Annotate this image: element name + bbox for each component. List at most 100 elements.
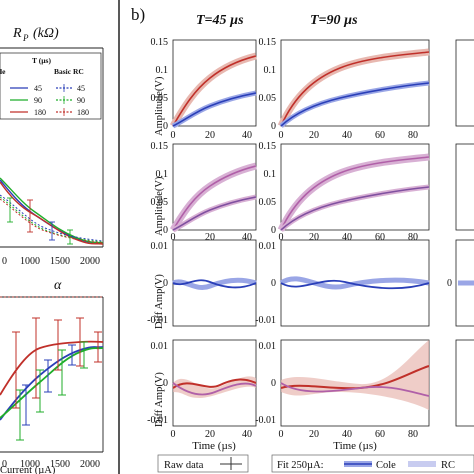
alpha-xtick-2000: 2000 [80, 459, 100, 470]
diff90-ytick-0-r4: 0 [271, 378, 276, 389]
col-title-45: T=45 µs [196, 13, 244, 28]
amp-ytick-015-r2: 0.15 [151, 141, 169, 152]
svg-text:40: 40 [242, 130, 252, 141]
svg-text:20: 20 [309, 232, 319, 243]
diff-ytick-pos-r3: 0.01 [151, 241, 169, 252]
amp90-ytick-0-r1: 0 [271, 121, 276, 132]
legend-t90: 90 [34, 96, 42, 105]
rp-title-subscript: P [22, 33, 29, 43]
svg-text:0: 0 [279, 130, 284, 141]
legend-rc45: 45 [77, 84, 85, 93]
alpha-xtick-0: 0 [2, 459, 7, 470]
ylabel-row4: Diff Amp(V) [154, 372, 165, 427]
xlabel-time-90: Time (µs) [333, 440, 377, 452]
ylabel-row3: Diff Amp(V) [154, 274, 165, 329]
diff-ytick-0-r4: 0 [163, 378, 168, 389]
xticks-row1: 0 20 40 0 20 40 60 80 [171, 130, 419, 141]
svg-text:0: 0 [171, 232, 176, 243]
amp-ytick-0-r1: 0 [163, 121, 168, 132]
alpha-curves [0, 317, 104, 441]
amp90-ytick-015-r2: 0.15 [259, 141, 277, 152]
svg-text:20: 20 [205, 429, 215, 440]
diff-plot-45-row4 [172, 339, 257, 427]
svg-text:0: 0 [171, 130, 176, 141]
rp-xtick-1500: 1500 [50, 256, 70, 267]
legend-header-t: T (µs) [32, 56, 51, 65]
panel-b-label: b) [131, 5, 145, 24]
amp90-ytick-005-r2: 0.05 [259, 197, 277, 208]
diff-ytick-neg-r4: -0.01 [147, 415, 168, 426]
diff90-ytick-pos-r4: 0.01 [259, 341, 277, 352]
legend-raw-data: Raw data [164, 460, 204, 471]
rp-title-unit: (kΩ) [33, 26, 59, 41]
diff-plot-45-row3 [172, 239, 257, 327]
svg-text:40: 40 [342, 130, 352, 141]
rp-xtick-2000: 2000 [80, 256, 100, 267]
svg-text:20: 20 [205, 130, 215, 141]
alpha-xtick-1000: 1000 [20, 459, 40, 470]
amp-plot-45-row2 [169, 143, 257, 233]
svg-text:60: 60 [375, 232, 385, 243]
svg-text:80: 80 [408, 232, 418, 243]
alpha-xtick-1500: 1500 [50, 459, 70, 470]
legend-fit: Fit 250µA: [277, 460, 324, 471]
amp90-ytick-015-r1: 0.15 [259, 37, 277, 48]
svg-text:0: 0 [171, 429, 176, 440]
legend-rc90: 90 [77, 96, 85, 105]
diff-ytick-pos-r4: 0.01 [151, 341, 169, 352]
legend-rc: RC [441, 460, 455, 471]
left-legend: le T (µs) Basic RC 45 45 90 90 180 180 [0, 52, 102, 120]
legend-header-rc: Basic RC [54, 67, 84, 76]
svg-text:20: 20 [205, 232, 215, 243]
ylabel-row2: Amplitude(V) [154, 176, 165, 236]
amp-ytick-015-r1: 0.15 [151, 37, 169, 48]
amp-ytick-005-r1: 0.05 [151, 93, 169, 104]
legend-t45: 45 [34, 84, 42, 93]
diff-plot-90-row3 [279, 239, 430, 327]
alpha-axes [0, 296, 104, 453]
svg-text:20: 20 [309, 429, 319, 440]
alpha-title: α [54, 278, 62, 293]
amp-plot-90-row2 [277, 143, 430, 232]
rp-curves [0, 177, 104, 245]
legend-rc180: 180 [77, 108, 89, 117]
diff-ytick-0-r3: 0 [163, 278, 168, 289]
current-xlabel: Current (µA) [0, 465, 56, 474]
svg-text:0: 0 [279, 429, 284, 440]
amp-ytick-01-r1: 0.1 [156, 65, 169, 76]
diff90-ytick-neg-r3: -0.01 [255, 315, 276, 326]
amp-plot-col3-row2 [455, 143, 474, 231]
amp-ytick-01-r2: 0.1 [156, 169, 169, 180]
col-title-90: T=90 µs [310, 13, 358, 28]
bottom-legend: Raw data Fit 250µA: Cole RC [157, 454, 474, 473]
amp-plot-col3-row1 [455, 39, 474, 127]
amp-plot-45-row1 [169, 39, 257, 129]
rp-title-symbol: R [12, 26, 22, 41]
amp-ytick-0-r2: 0 [163, 225, 168, 236]
amp90-ytick-0-r2: 0 [271, 225, 276, 236]
amp-ytick-005-r2: 0.05 [151, 197, 169, 208]
xlabel-time-45: Time (µs) [192, 440, 236, 452]
svg-text:60: 60 [375, 429, 385, 440]
ylabel-row1: Amplitude(V) [154, 76, 165, 136]
svg-text:40: 40 [342, 232, 352, 243]
rp-xtick-1000: 1000 [20, 256, 40, 267]
legend-t180: 180 [34, 108, 46, 117]
svg-text:40: 40 [242, 232, 252, 243]
diff-ytick-neg-r3: -0.01 [147, 315, 168, 326]
diff90-ytick-neg-r4: -0.01 [255, 415, 276, 426]
rp-xtick-0: 0 [2, 256, 7, 267]
amp90-ytick-01-r2: 0.1 [264, 169, 277, 180]
svg-text:0: 0 [279, 232, 284, 243]
xticks-row2: 0 20 40 0 20 40 60 80 [171, 232, 419, 243]
svg-text:20: 20 [309, 130, 319, 141]
diff-plot-col3-row4 [455, 339, 474, 427]
amp90-ytick-01-r1: 0.1 [264, 65, 277, 76]
diff3-ytick-0-r3: 0 [447, 278, 452, 289]
legend-cole-partial: le [0, 67, 6, 76]
amp-plot-90-row1 [277, 39, 430, 128]
legend-cole: Cole [376, 460, 396, 471]
diff-plot-90-row4 [280, 339, 430, 427]
diff-plot-col3-row3 [455, 239, 474, 327]
